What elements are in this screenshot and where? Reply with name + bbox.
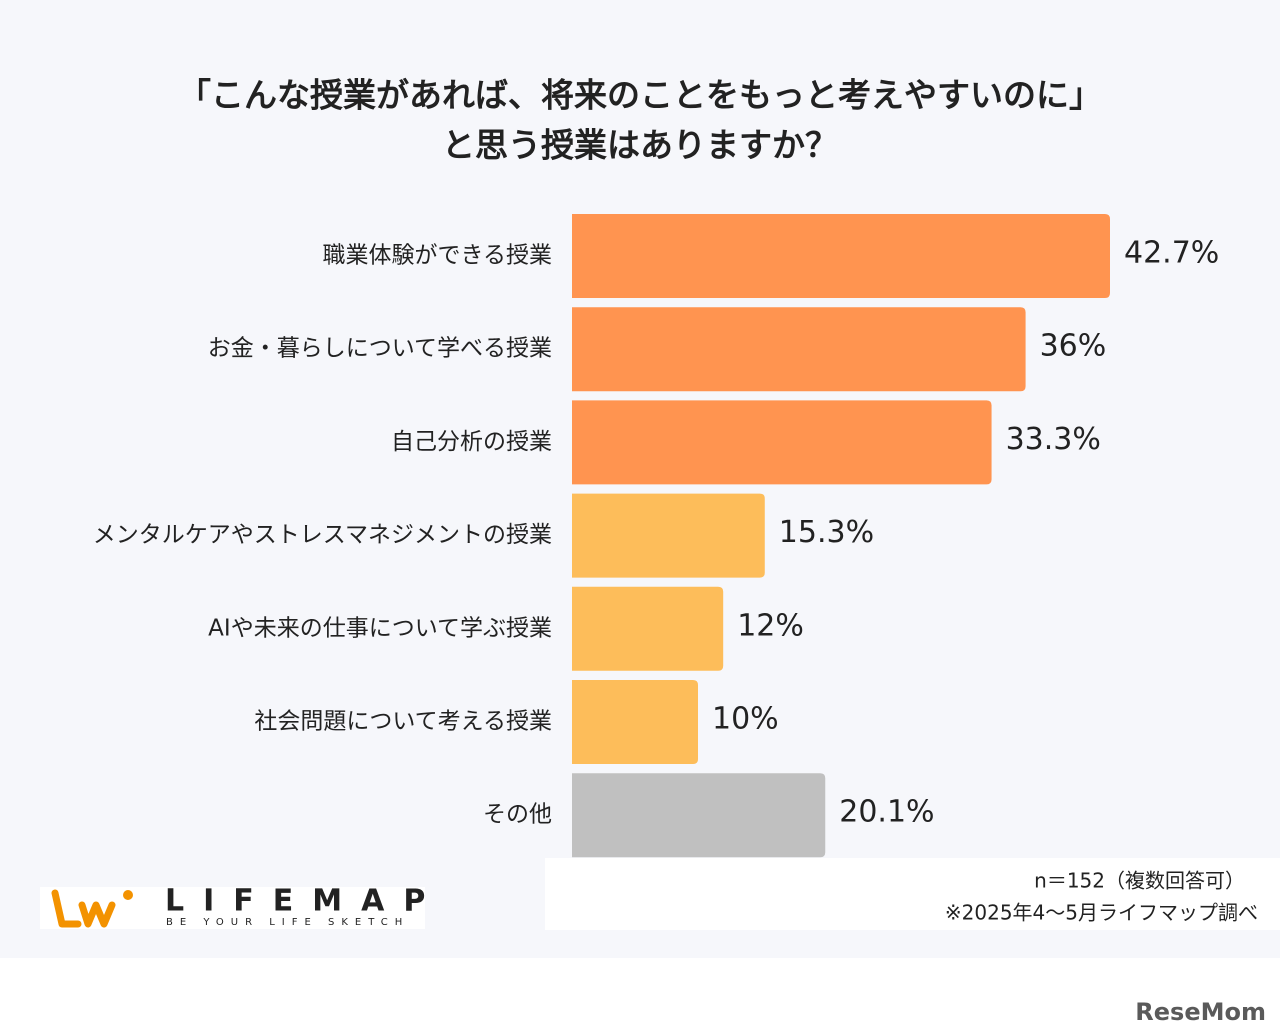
- bar: [572, 400, 992, 485]
- value-label: 20.1%: [839, 795, 934, 830]
- value-label: 15.3%: [779, 515, 874, 550]
- bar: [572, 586, 724, 671]
- category-label: 自己分析の授業: [391, 429, 552, 455]
- note-box: [545, 858, 1280, 930]
- value-label: 33.3%: [1006, 422, 1101, 457]
- category-label: 社会問題について考える授業: [254, 709, 552, 735]
- value-label: 12%: [737, 608, 804, 643]
- bar: [572, 307, 1026, 392]
- tagline: BE YOUR LIFE SKETCH: [166, 917, 409, 928]
- bar: [572, 773, 826, 858]
- category-label: メンタルケアやストレスマネジメントの授業: [93, 522, 552, 548]
- value-label: 10%: [712, 702, 779, 737]
- category-label: 職業体験ができる授業: [322, 243, 552, 269]
- bar: [572, 214, 1110, 298]
- chart-title: 「こんな授業があれば、将来のことをもっと考えやすいのに」: [178, 76, 1102, 115]
- logo-dot: [123, 890, 133, 900]
- bar: [572, 493, 765, 578]
- chart-title: と思う授業はありますか？: [442, 126, 838, 165]
- bar: [572, 680, 698, 764]
- source: ※2025年4〜5月ライフマップ調べ: [945, 901, 1258, 925]
- logo-icon: [51, 889, 116, 928]
- category-label: AIや未来の仕事について学ぶ授業: [208, 615, 552, 641]
- category-label: お金・暮らしについて学べる授業: [208, 336, 552, 362]
- value-label: 42.7%: [1124, 236, 1219, 271]
- note: n＝152（複数回答可）: [1034, 869, 1245, 893]
- logo: LIFEMAP: [165, 884, 444, 919]
- watermark: ReseMom: [1135, 998, 1266, 1026]
- category-label: その他: [483, 802, 552, 828]
- value-label: 36%: [1040, 329, 1107, 364]
